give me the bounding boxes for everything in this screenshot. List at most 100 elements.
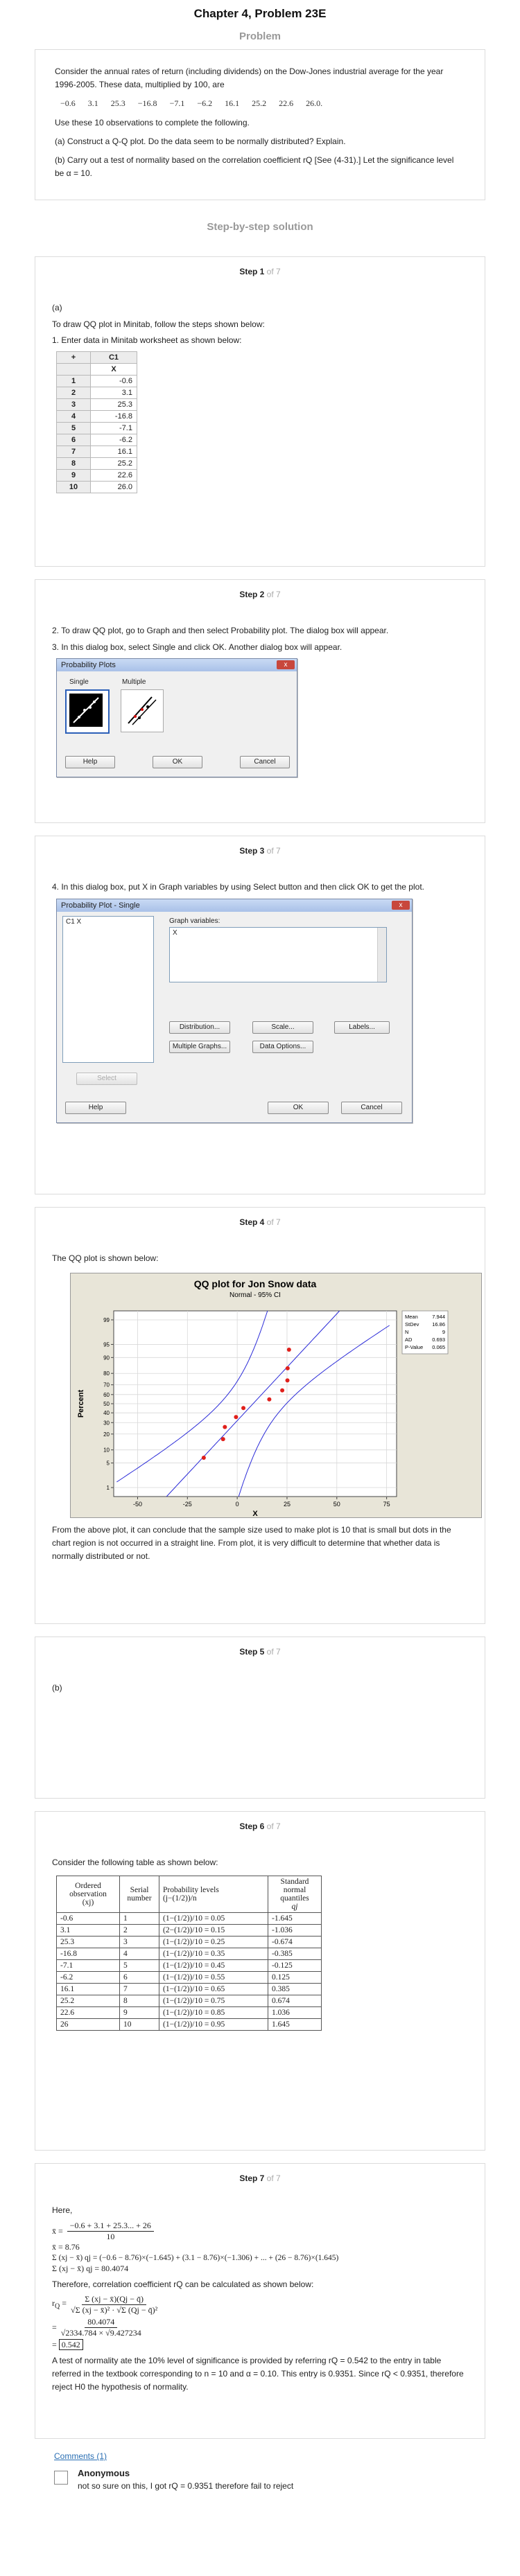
help-button[interactable]: Help: [65, 1101, 126, 1114]
table-row: 25.3 3 (1−(1/2))/10 = 0.25 -0.674: [56, 1935, 322, 1948]
multiple-plot-icon: [128, 696, 157, 725]
table-row: -0.6 1 (1−(1/2))/10 = 0.05 -1.645: [56, 1912, 322, 1925]
chart-title: QQ plot for Jon Snow data: [194, 1278, 317, 1289]
x-tick-label: 0: [236, 1501, 239, 1508]
page: Chapter 4, Problem 23E Problem Consider …: [35, 7, 485, 2491]
graph-variables-input[interactable]: X: [169, 926, 387, 982]
scrollbar[interactable]: [377, 927, 386, 982]
probability-plot-single-dialog: Probability Plot - Single x C1 X Graph va…: [56, 898, 413, 1123]
row-number: 2: [56, 386, 91, 399]
y-tick-label: 90: [103, 1355, 110, 1361]
y-tick-label: 30: [103, 1420, 110, 1426]
mean-numerator: −0.6 + 3.1 + 25.3... + 26: [67, 2221, 154, 2232]
multiple-graphs-button[interactable]: Multiple Graphs...: [169, 1040, 230, 1053]
comments-link[interactable]: Comments (1): [54, 2451, 107, 2462]
stats-label: P-Value: [405, 1344, 423, 1350]
table-row: -16.8 4 (1−(1/2))/10 = 0.35 -0.385: [56, 1947, 322, 1960]
ok-button[interactable]: OK: [268, 1101, 329, 1114]
column-header: Standard normal quantiles qj: [268, 1875, 322, 1913]
table-row: 22.6 9 (1−(1/2))/10 = 0.85 1.036: [56, 2006, 322, 2019]
cancel-button[interactable]: Cancel: [341, 1101, 402, 1114]
cell[interactable]: 22.6: [90, 468, 137, 482]
close-icon[interactable]: x: [392, 900, 410, 910]
step-header: Step 2 of 7: [239, 590, 281, 600]
cell[interactable]: 3.1: [90, 386, 137, 399]
y-tick-label: 40: [103, 1410, 110, 1416]
table-row: 25.2 8 (1−(1/2))/10 = 0.75 0.674: [56, 1994, 322, 2007]
quantile-table: Ordered observation (xj) Serial number Pr…: [56, 1875, 322, 2031]
select-button[interactable]: Select: [76, 1072, 137, 1085]
cell[interactable]: 25.3: [90, 398, 137, 411]
step-2: Step 2 of 7 2. To draw QQ plot, go to Gr…: [35, 579, 485, 824]
ci-band-lower: [116, 1310, 268, 1482]
column-variable[interactable]: X: [90, 362, 137, 376]
step-text: Therefore, correlation coefficient rQ ca…: [52, 2279, 314, 2289]
qq-plot-frame: QQ plot for Jon Snow data Normal - 95% CI…: [70, 1272, 482, 1518]
observation: 26.0.: [306, 98, 323, 109]
part-label: (b): [52, 1683, 62, 1693]
graph-variables-value: X: [173, 928, 177, 937]
cell[interactable]: 25.2: [90, 457, 137, 470]
data-point: [285, 1366, 290, 1370]
variable-list-item[interactable]: C1 X: [66, 917, 82, 926]
row-number: 7: [56, 445, 91, 458]
help-button[interactable]: Help: [65, 755, 115, 768]
row-number: 5: [56, 421, 91, 434]
table-row: -6.2 6 (1−(1/2))/10 = 0.55 0.125: [56, 1970, 322, 1984]
cell[interactable]: -0.6: [90, 374, 137, 387]
data-point: [285, 1377, 290, 1382]
row-number: 10: [56, 480, 91, 493]
cell[interactable]: -16.8: [90, 409, 137, 423]
step-header: Step 6 of 7: [239, 1821, 281, 1832]
cell[interactable]: -6.2: [90, 433, 137, 446]
step-6: Step 6 of 7 Consider the following table…: [35, 1811, 485, 2151]
page-title: Chapter 4, Problem 23E: [193, 7, 327, 20]
sum-expression: Σ (xj − x̄) qj = (−0.6 − 8.76)×(−1.645) …: [52, 2253, 339, 2262]
step-text: Here,: [52, 2205, 73, 2216]
worksheet-corner: +: [56, 351, 91, 364]
x-tick-label: -25: [183, 1501, 192, 1508]
observation: 3.1: [87, 98, 98, 109]
column-header[interactable]: C1: [90, 351, 137, 364]
cell[interactable]: -7.1: [90, 421, 137, 434]
data-point: [267, 1397, 272, 1402]
cell[interactable]: 26.0: [90, 480, 137, 493]
stats-label: Mean: [405, 1314, 418, 1320]
minitab-worksheet[interactable]: + C1 X 1 -0.6 2 3.1 3 25.3 4 -16.8 5 -7.1 6 -6.…: [56, 351, 137, 493]
cell[interactable]: 16.1: [90, 445, 137, 458]
y-axis-label: Percent: [77, 1389, 85, 1418]
step-3: Step 3 of 7 4. In this dialog box, put X…: [35, 836, 485, 1195]
column-header: Ordered observation (xj): [56, 1875, 120, 1913]
cancel-button[interactable]: Cancel: [240, 755, 290, 768]
distribution-button[interactable]: Distribution...: [169, 1021, 230, 1034]
row-number: 4: [56, 409, 91, 423]
labels-button[interactable]: Labels...: [334, 1021, 390, 1034]
observation: −7.1: [169, 98, 185, 109]
y-tick-label: 1: [107, 1485, 110, 1491]
problem-part-b: (b) Carry out a test of normality based …: [55, 155, 454, 179]
ok-button[interactable]: OK: [153, 755, 202, 768]
column-header: Probability levels (j−(1/2))/n: [159, 1875, 268, 1913]
stats-label: AD: [405, 1336, 413, 1343]
stats-label: N: [405, 1329, 408, 1335]
graph-variables-label: Graph variables:: [169, 917, 220, 925]
y-tick-label: 70: [103, 1382, 110, 1388]
single-plot-option[interactable]: [65, 689, 110, 734]
observation-list: −0.6 3.1 25.3 −16.8 −7.1 −6.2 16.1 25.2 …: [60, 97, 465, 110]
single-plot-icon: [69, 693, 103, 727]
fit-line: [166, 1310, 340, 1497]
x-tick-label: 25: [284, 1501, 291, 1508]
problem-card: Consider the annual rates of return (inc…: [35, 49, 485, 201]
y-tick-label: 5: [107, 1460, 110, 1466]
variable-list[interactable]: C1 X: [62, 915, 154, 1063]
rq-numerator: Σ (xj − x̄)(Qj − q̄): [82, 2294, 147, 2305]
stats-value: 7.944: [432, 1314, 445, 1320]
rq-substitution: = 80.4074 √2334.784 × √9.427234: [52, 2316, 141, 2338]
multiple-plot-option[interactable]: [121, 689, 164, 732]
data-options-button[interactable]: Data Options...: [252, 1040, 313, 1053]
table-row: 26 10 (1−(1/2))/10 = 0.95 1.645: [56, 2018, 322, 2031]
chart-subtitle: Normal - 95% CI: [229, 1291, 281, 1299]
close-icon[interactable]: x: [277, 660, 295, 669]
problem-part-a: (a) Construct a Q-Q plot. Do the data se…: [55, 136, 346, 146]
scale-button[interactable]: Scale...: [252, 1021, 313, 1034]
